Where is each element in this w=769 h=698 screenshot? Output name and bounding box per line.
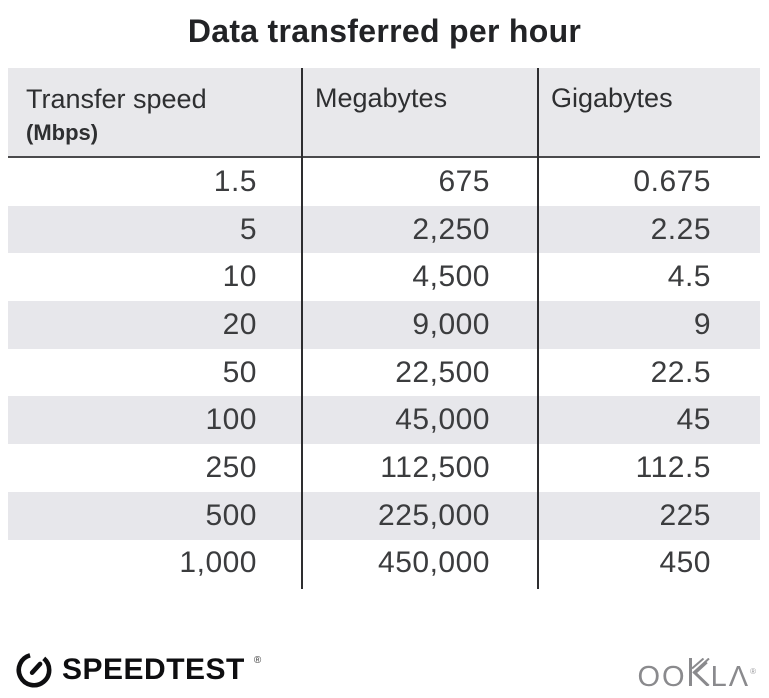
cell-megabytes: 45,000 (395, 403, 490, 437)
ookla-k-icon (688, 657, 710, 691)
page-title: Data transferred per hour (187, 13, 582, 49)
cell-megabytes: 2,250 (412, 212, 490, 246)
speedtest-trademark: ® (253, 655, 262, 666)
table-header-row: Transfer speed (Mbps) Megabytes Gigabyte… (8, 68, 760, 158)
cell-speed: 5 (239, 212, 257, 246)
column-divider (537, 68, 539, 589)
cell-gigabytes: 0.675 (633, 164, 711, 198)
cell-speed: 100 (205, 403, 257, 437)
table-row: 500 225,000 225 (8, 491, 760, 540)
cell-megabytes: 22,500 (395, 355, 490, 389)
speedtest-logo: SPEEDTEST ® (15, 651, 261, 689)
cell-speed: 1,000 (179, 546, 257, 580)
ookla-trademark: ® (750, 667, 758, 676)
table-body: 1.5 675 0.675 5 2,250 2.25 10 4,500 4.5 … (8, 158, 760, 587)
cell-gigabytes: 4.5 (667, 260, 711, 294)
cell-speed: 50 (222, 355, 257, 389)
cell-megabytes: 4,500 (412, 260, 490, 294)
ookla-wordmark-right: LΛ (710, 661, 751, 693)
cell-speed: 10 (222, 260, 257, 294)
table-row: 1.5 675 0.675 (8, 158, 760, 206)
header-mbps-unit-label: (Mbps) (26, 120, 99, 145)
header-cell-gigabytes: Gigabytes (551, 83, 673, 113)
speedtest-wordmark: SPEEDTEST (62, 653, 245, 686)
header-cell-megabytes: Megabytes (315, 83, 448, 113)
footer: SPEEDTEST ® OO LΛ ® (0, 645, 769, 698)
cell-megabytes: 112,500 (380, 450, 490, 484)
ookla-logo: OO LΛ ® (637, 657, 758, 693)
table-row: 100 45,000 45 (8, 396, 760, 445)
cell-megabytes: 675 (438, 164, 490, 198)
table-row: 20 9,000 9 (8, 301, 760, 349)
table-row: 250 112,500 112.5 (8, 444, 760, 492)
cell-megabytes: 450,000 (378, 546, 490, 580)
cell-megabytes: 225,000 (378, 498, 490, 532)
header-cell-transfer-speed: Transfer speed (Mbps) (8, 68, 302, 156)
table-row: 5 2,250 2.25 (8, 205, 760, 254)
cell-gigabytes: 9 (693, 307, 711, 341)
cell-gigabytes: 2.25 (650, 212, 711, 246)
table-row: 10 4,500 4.5 (8, 253, 760, 301)
cell-speed: 250 (205, 450, 257, 484)
cell-megabytes: 9,000 (412, 307, 490, 341)
table-row: 50 22,500 22.5 (8, 349, 760, 397)
cell-speed: 500 (205, 498, 257, 532)
cell-gigabytes: 22.5 (650, 355, 711, 389)
header-transfer-speed-label: Transfer speed (26, 84, 207, 114)
cell-gigabytes: 225 (659, 498, 711, 532)
data-table: Transfer speed (Mbps) Megabytes Gigabyte… (8, 68, 760, 589)
column-divider (301, 68, 303, 589)
cell-gigabytes: 112.5 (635, 450, 711, 484)
cell-gigabytes: 450 (659, 546, 711, 580)
ookla-wordmark-left: OO (637, 661, 687, 693)
cell-speed: 1.5 (213, 164, 257, 198)
cell-gigabytes: 45 (676, 403, 711, 437)
speedtest-gauge-icon (15, 651, 53, 689)
table-row: 1,000 450,000 450 (8, 540, 760, 588)
cell-speed: 20 (222, 307, 257, 341)
